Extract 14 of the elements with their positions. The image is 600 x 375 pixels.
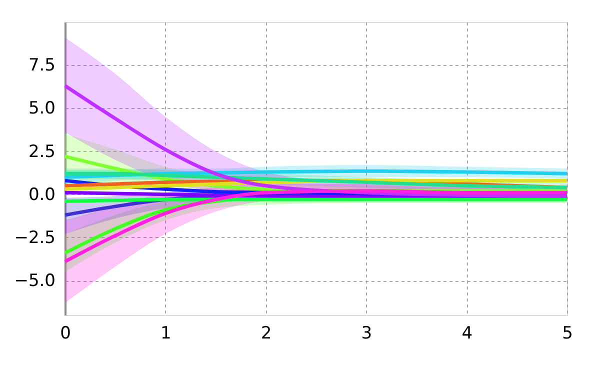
y-tick-label: 5.0 [28, 98, 56, 119]
line-series [63, 189, 569, 264]
line-series [63, 172, 569, 190]
y-tick-label: 0.0 [28, 184, 56, 205]
y-tick-label: −5.0 [14, 271, 56, 292]
y-tick-label: 2.5 [28, 142, 56, 162]
x-tick-label: 0 [60, 324, 71, 344]
y-tick-label: −2.5 [14, 228, 56, 248]
x-tick-label: 4 [462, 324, 473, 344]
x-tick-label: 1 [160, 324, 172, 344]
x-tick-label: 3 [361, 324, 372, 344]
x-tick-label: 2 [260, 324, 272, 344]
y-tick-label: 7.5 [28, 56, 56, 76]
x-tick-label: 5 [562, 324, 573, 344]
